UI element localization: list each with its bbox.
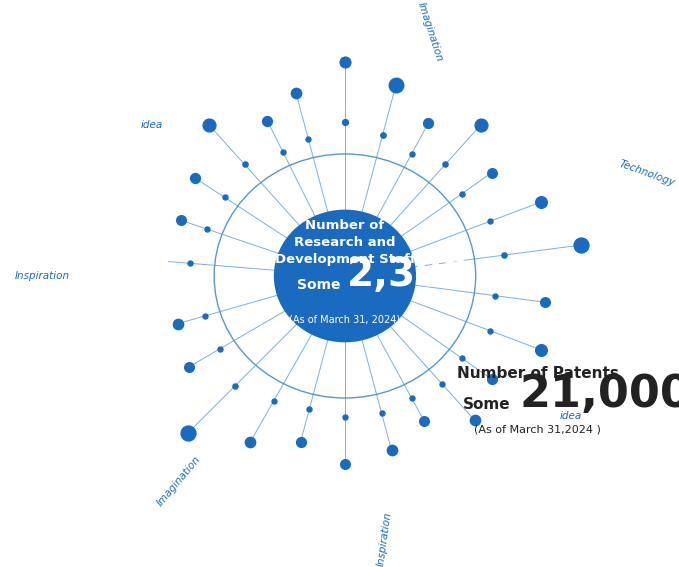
Point <box>457 189 468 198</box>
Point <box>340 57 350 66</box>
Point <box>291 88 301 98</box>
Point <box>457 354 468 363</box>
Point <box>386 446 397 455</box>
Point <box>486 168 497 177</box>
Point <box>340 413 350 422</box>
Text: Technology: Technology <box>617 159 676 188</box>
Point <box>486 375 497 384</box>
Point <box>469 416 480 425</box>
Point <box>390 81 401 90</box>
Point <box>268 396 279 405</box>
Point <box>376 409 387 418</box>
Point <box>303 134 314 143</box>
Point <box>406 149 417 158</box>
Point <box>340 117 350 126</box>
Point <box>437 380 447 389</box>
Text: Some: Some <box>297 278 340 292</box>
Point <box>176 216 187 225</box>
Point <box>490 291 500 300</box>
Text: idea: idea <box>559 411 581 421</box>
Ellipse shape <box>274 210 416 342</box>
Point <box>219 193 230 202</box>
Point <box>199 311 210 320</box>
Text: Inspiration: Inspiration <box>375 511 393 567</box>
Text: Imagination: Imagination <box>416 1 444 63</box>
Point <box>498 251 509 260</box>
Point <box>378 130 388 139</box>
Point <box>340 460 350 469</box>
Point <box>183 428 194 437</box>
Point <box>484 217 495 226</box>
Text: Number of
Research and
Development Staff: Number of Research and Development Staff <box>274 219 416 266</box>
Point <box>262 116 273 125</box>
Text: Number of Patents: Number of Patents <box>457 366 619 381</box>
Text: (As of March 31, 2024): (As of March 31, 2024) <box>289 315 401 324</box>
Point <box>539 298 550 307</box>
Text: (As of March 31,2024 ): (As of March 31,2024 ) <box>474 425 601 435</box>
Point <box>278 147 289 156</box>
Text: Imagination: Imagination <box>155 454 203 508</box>
Text: Inspiration: Inspiration <box>14 271 70 281</box>
Point <box>406 393 417 403</box>
Point <box>230 381 241 390</box>
Point <box>184 362 195 371</box>
Point <box>484 326 495 335</box>
Text: idea: idea <box>141 120 163 130</box>
Point <box>295 438 306 447</box>
Point <box>440 160 451 169</box>
Point <box>475 121 486 130</box>
Point <box>189 173 200 182</box>
Point <box>535 198 546 207</box>
Point <box>204 121 215 130</box>
Text: 2,300: 2,300 <box>347 256 471 294</box>
Point <box>184 259 195 268</box>
Point <box>423 119 434 128</box>
Point <box>535 345 546 354</box>
Point <box>125 254 136 263</box>
Point <box>244 438 255 447</box>
Point <box>304 404 315 413</box>
Text: 21,000: 21,000 <box>519 373 679 416</box>
Text: Some: Some <box>462 397 510 412</box>
Point <box>172 319 183 328</box>
Point <box>202 225 213 234</box>
Point <box>239 160 250 169</box>
Point <box>576 240 587 249</box>
Point <box>215 344 226 353</box>
Point <box>419 416 430 425</box>
